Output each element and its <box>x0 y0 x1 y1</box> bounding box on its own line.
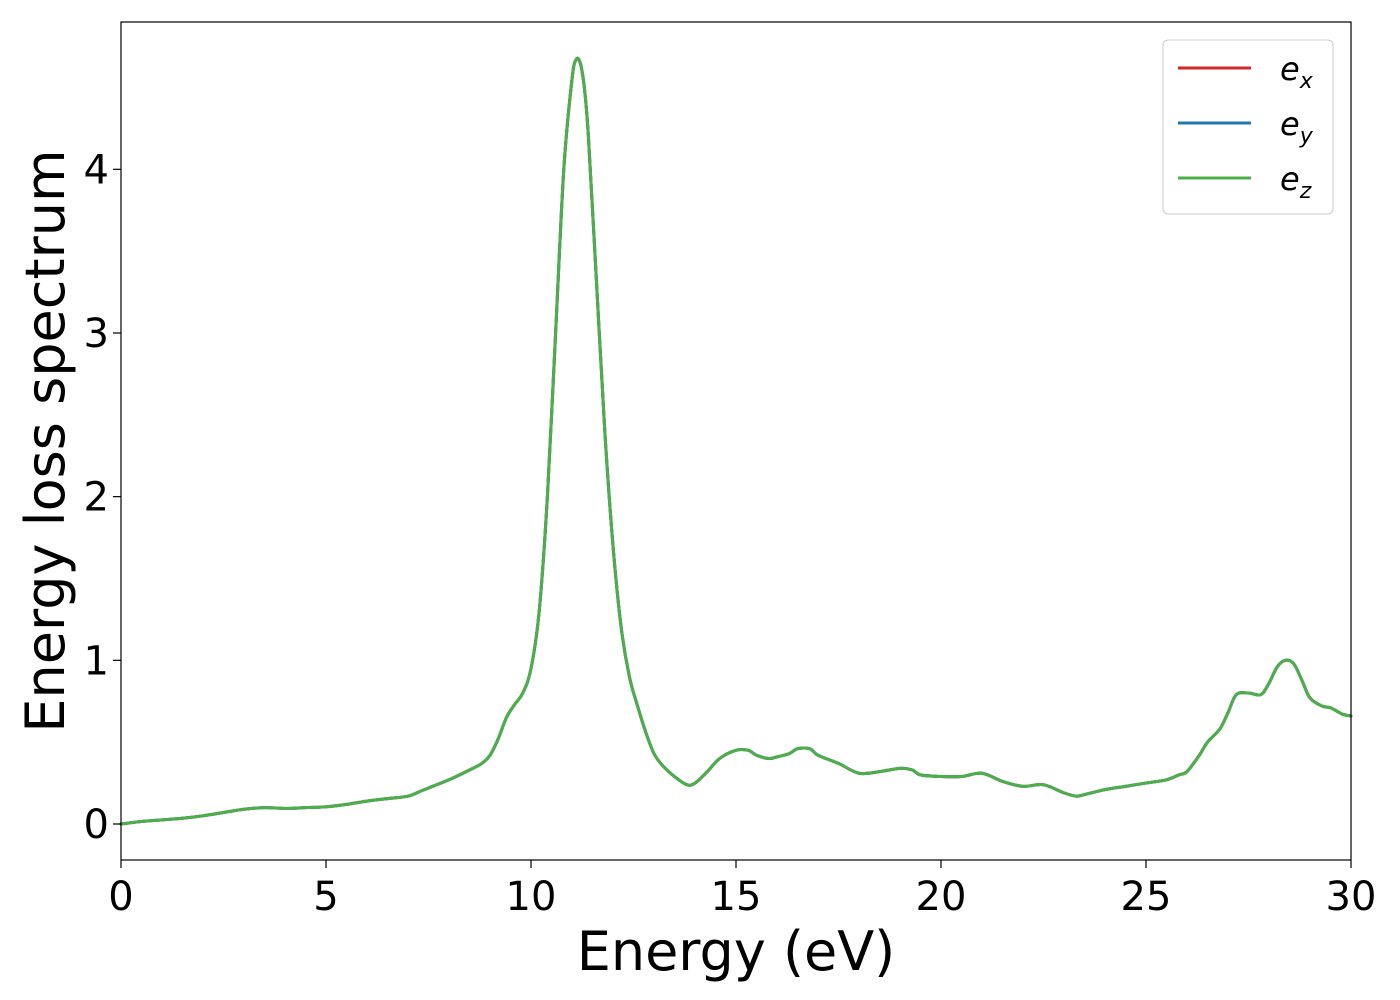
legend-box <box>1162 39 1334 215</box>
x-tick-label: 20 <box>916 874 967 920</box>
legend-label-base: e <box>1280 105 1300 143</box>
legend-label-ex: ex <box>1280 50 1314 94</box>
x-tick-label: 0 <box>108 874 133 920</box>
y-tick-label: 4 <box>84 147 109 193</box>
x-axis-ticks: 0 5 10 15 20 25 30 <box>108 860 1376 920</box>
y-axis-ticks: 0 1 2 3 4 <box>84 147 121 848</box>
x-axis-label: Energy (eV) <box>577 920 896 983</box>
legend-label-ey: ey <box>1280 105 1314 149</box>
y-tick-label: 0 <box>84 802 109 848</box>
legend-label-subscript: y <box>1299 124 1314 149</box>
series-line-e-z <box>119 56 1353 826</box>
x-tick-label: 25 <box>1121 874 1172 920</box>
x-tick-label: 15 <box>711 874 762 920</box>
legend-label-base: e <box>1280 160 1300 198</box>
legend-label-subscript: z <box>1299 179 1312 204</box>
x-tick-label: 5 <box>313 874 338 920</box>
y-tick-label: 3 <box>84 311 109 357</box>
x-tick-label: 30 <box>1326 874 1377 920</box>
legend-label-base: e <box>1280 50 1300 88</box>
x-tick-label: 10 <box>506 874 557 920</box>
series-layer <box>119 56 1353 826</box>
y-tick-label: 2 <box>84 475 109 521</box>
y-tick-label: 1 <box>84 638 109 684</box>
plot-area <box>121 22 1351 860</box>
y-axis-label: Energy loss spectrum <box>14 149 77 732</box>
legend-label-ez: ez <box>1280 160 1312 204</box>
legend-label-subscript: x <box>1299 69 1314 94</box>
